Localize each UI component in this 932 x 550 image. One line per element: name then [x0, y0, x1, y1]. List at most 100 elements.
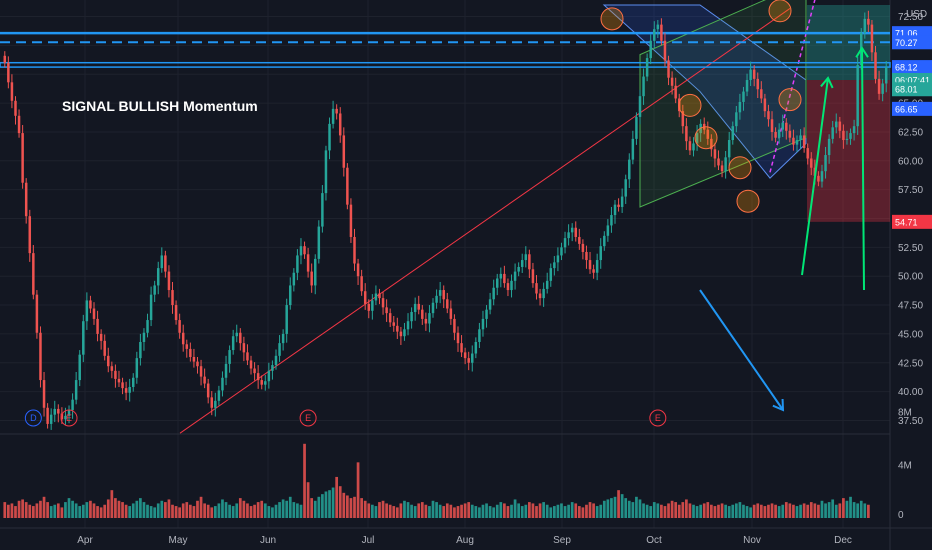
volume-bar [809, 502, 813, 518]
candle [296, 249, 299, 281]
candle-body [313, 258, 317, 286]
volume-bar [467, 502, 471, 518]
candle [149, 286, 153, 327]
time-tick-label: Dec [834, 535, 852, 546]
candle-body [221, 377, 224, 391]
price-tick-label: 72.50 [898, 12, 923, 23]
candle-body [506, 283, 510, 291]
volume-bar [599, 504, 603, 518]
candle-body [613, 204, 617, 216]
volume-bar [313, 500, 317, 518]
candle [542, 282, 545, 307]
candle [645, 53, 649, 82]
candle-body [399, 331, 403, 337]
volume-bar [331, 487, 335, 518]
highlight-circle [736, 189, 760, 213]
candle-body [556, 255, 560, 263]
volume-bar [388, 504, 392, 518]
candle-body [528, 254, 531, 270]
volume-bar [777, 506, 781, 518]
time-axis[interactable]: Apr May Jun Jul Aug Sep Oct Nov Dec [77, 535, 852, 546]
candle [717, 150, 720, 171]
volume-tick-label: 4M [898, 461, 912, 472]
candle [89, 295, 92, 314]
volume-bar [306, 482, 310, 518]
candle-body [792, 137, 795, 145]
candle [164, 250, 167, 278]
candle [399, 326, 403, 345]
volume-bar [303, 443, 306, 518]
candle-body [588, 260, 592, 270]
volume-bar [21, 499, 24, 518]
horizontal-levels [0, 31, 891, 68]
candle [670, 71, 674, 95]
volume-bar [474, 506, 478, 518]
volume-bar [385, 503, 388, 518]
candle-body [242, 343, 246, 353]
volume-bar [149, 506, 153, 518]
time-tick-label: Jun [260, 535, 276, 546]
volume-bar [410, 504, 413, 518]
candle [353, 228, 356, 271]
price-badge-bg [892, 214, 932, 229]
candle [267, 362, 271, 389]
candle [435, 289, 438, 309]
price-badge-label: 66.65 [895, 104, 918, 114]
volume-bar [859, 500, 863, 518]
volume-bar [738, 502, 742, 518]
volume-bar [706, 502, 710, 518]
candle [424, 312, 428, 331]
volume-bar [667, 503, 670, 518]
candle-body [53, 408, 56, 415]
candle-body [256, 373, 260, 381]
volume-bar [488, 506, 492, 518]
candle-body [485, 309, 488, 319]
candle [517, 262, 520, 277]
candle-body [670, 77, 674, 86]
volume-bar [49, 506, 53, 518]
candle [189, 342, 192, 362]
candle-body [545, 280, 549, 289]
candle-body [795, 140, 799, 145]
candle-body [331, 108, 335, 124]
candle [35, 290, 39, 339]
volume-bar [842, 498, 845, 518]
candle [3, 51, 7, 68]
volume-bar [28, 504, 32, 518]
candle [71, 393, 74, 419]
candle-body [567, 232, 570, 239]
volume-bar [367, 503, 371, 518]
candle-body [17, 115, 21, 134]
volume-bar [428, 506, 431, 518]
candle [831, 120, 834, 144]
candle [132, 373, 135, 392]
volume-bar [64, 502, 67, 518]
candle [660, 18, 663, 46]
candle-body [799, 135, 802, 141]
candle-body [578, 236, 581, 244]
candle-body [107, 355, 110, 367]
candle [802, 127, 806, 153]
volume-bar [824, 503, 827, 518]
candle-body [217, 390, 221, 401]
candle-body [89, 300, 92, 309]
volume-bar [117, 500, 121, 518]
volume-bar [135, 500, 139, 518]
volume-bar [431, 500, 435, 518]
candle [185, 339, 189, 358]
candle-body [381, 298, 385, 308]
price-badge-label: 71.06 [895, 29, 918, 39]
candle-body [592, 269, 595, 273]
candle [685, 118, 688, 150]
candle [324, 145, 328, 201]
candle [863, 12, 867, 39]
volume-bar [238, 498, 242, 518]
candle-body [781, 122, 784, 130]
candle-body [517, 266, 520, 272]
candle [253, 362, 256, 381]
volume-bar [770, 503, 774, 518]
candle [563, 231, 567, 254]
candle-body [153, 285, 156, 295]
